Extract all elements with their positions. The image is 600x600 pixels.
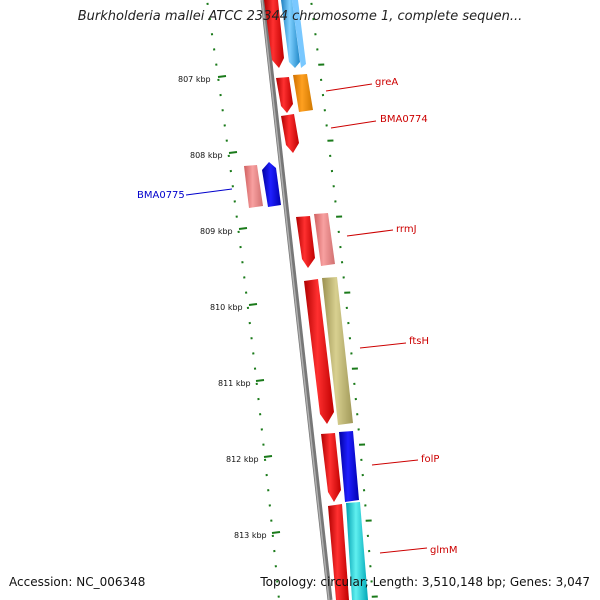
gene-label-BMA0775[interactable]: BMA0775 (137, 190, 185, 201)
kbp-label: 808 kbp (190, 151, 223, 160)
gene-feature-BMA0775[interactable] (262, 162, 281, 207)
kbp-label: 812 kbp (226, 455, 259, 464)
gene-feature[interactable] (296, 216, 315, 268)
gene-feature-greA[interactable] (293, 74, 313, 112)
kbp-scale: 807 kbp 808 kbp 809 kbp 810 kbp 811 kbp … (178, 75, 281, 540)
gene-feature[interactable] (321, 433, 341, 502)
gene-feature[interactable] (276, 77, 293, 113)
accession-text: Accession: NC_006348 (9, 575, 146, 589)
inner-tick-track (206, 2, 280, 598)
gene-feature-folP[interactable] (339, 431, 359, 502)
gene-labels: greA BMA0774 BMA0775 rrmJ ftsH folP glmM (137, 77, 458, 556)
gene-feature[interactable] (304, 279, 334, 424)
gene-label-BMA0774[interactable]: BMA0774 (380, 114, 428, 125)
gene-feature-ftsH[interactable] (322, 277, 353, 425)
backbone (260, 0, 333, 600)
kbp-label: 811 kbp (218, 379, 251, 388)
gene-label-folP[interactable]: folP (421, 454, 439, 465)
kbp-label: 810 kbp (210, 303, 243, 312)
gene-feature[interactable] (292, 0, 306, 68)
gene-label-ftsH[interactable]: ftsH (409, 336, 429, 347)
gene-feature[interactable] (244, 165, 263, 208)
gene-feature-BMA0774[interactable] (281, 114, 299, 153)
label-leaders (185, 83, 428, 554)
kbp-label: 809 kbp (200, 227, 233, 236)
outer-tick-track (310, 2, 378, 598)
gene-feature[interactable] (281, 0, 300, 68)
map-title: Burkholderia mallei ATCC 23344 chromosom… (77, 9, 523, 24)
gene-feature[interactable] (328, 504, 349, 600)
kbp-label: 813 kbp (234, 531, 267, 540)
gene-label-greA[interactable]: greA (375, 77, 398, 88)
topology-stats: Topology: circular; Length: 3,510,148 bp… (260, 575, 590, 589)
kbp-label: 807 kbp (178, 75, 211, 84)
gene-label-glmM[interactable]: glmM (430, 545, 458, 556)
gene-feature[interactable] (264, 0, 284, 68)
gene-label-rrmJ[interactable]: rrmJ (396, 224, 417, 235)
gene-features (244, 0, 368, 600)
gene-feature-rrmJ[interactable] (314, 213, 335, 266)
gene-feature-glmM[interactable] (346, 502, 368, 600)
